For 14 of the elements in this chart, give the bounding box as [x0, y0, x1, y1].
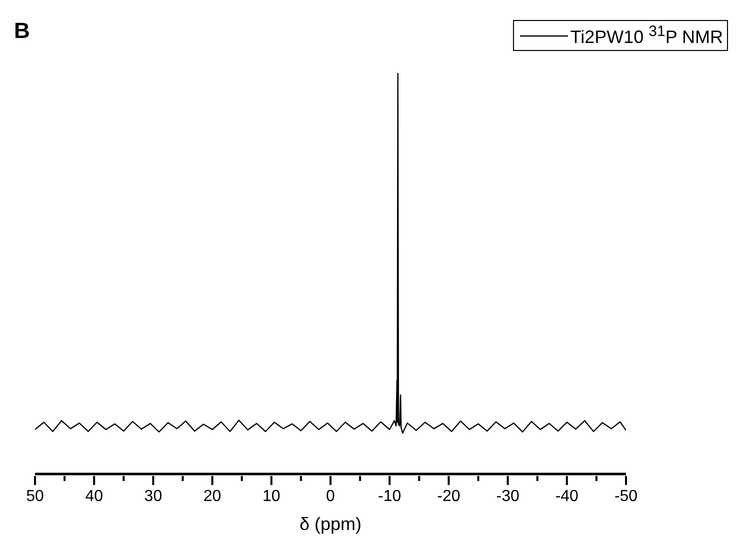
x-tick-label: -30	[496, 488, 520, 505]
x-tick-label: -50	[614, 488, 638, 505]
x-tick-label: 30	[144, 488, 162, 505]
legend-label: Ti2PW10 $^{31}$P NMR	[570, 23, 723, 48]
x-tick-label: -40	[555, 488, 579, 505]
x-tick-label: 50	[26, 488, 44, 505]
x-tick-label: 10	[262, 488, 280, 505]
chart-title: B	[14, 18, 30, 44]
x-axis-title: δ (ppm)	[298, 513, 363, 536]
x-tick-label: 0	[326, 488, 336, 505]
x-tick-label: -20	[437, 488, 460, 505]
x-tick-label: -10	[378, 488, 402, 505]
x-tick-label: 40	[85, 488, 104, 505]
x-tick-label: 20	[203, 488, 222, 505]
